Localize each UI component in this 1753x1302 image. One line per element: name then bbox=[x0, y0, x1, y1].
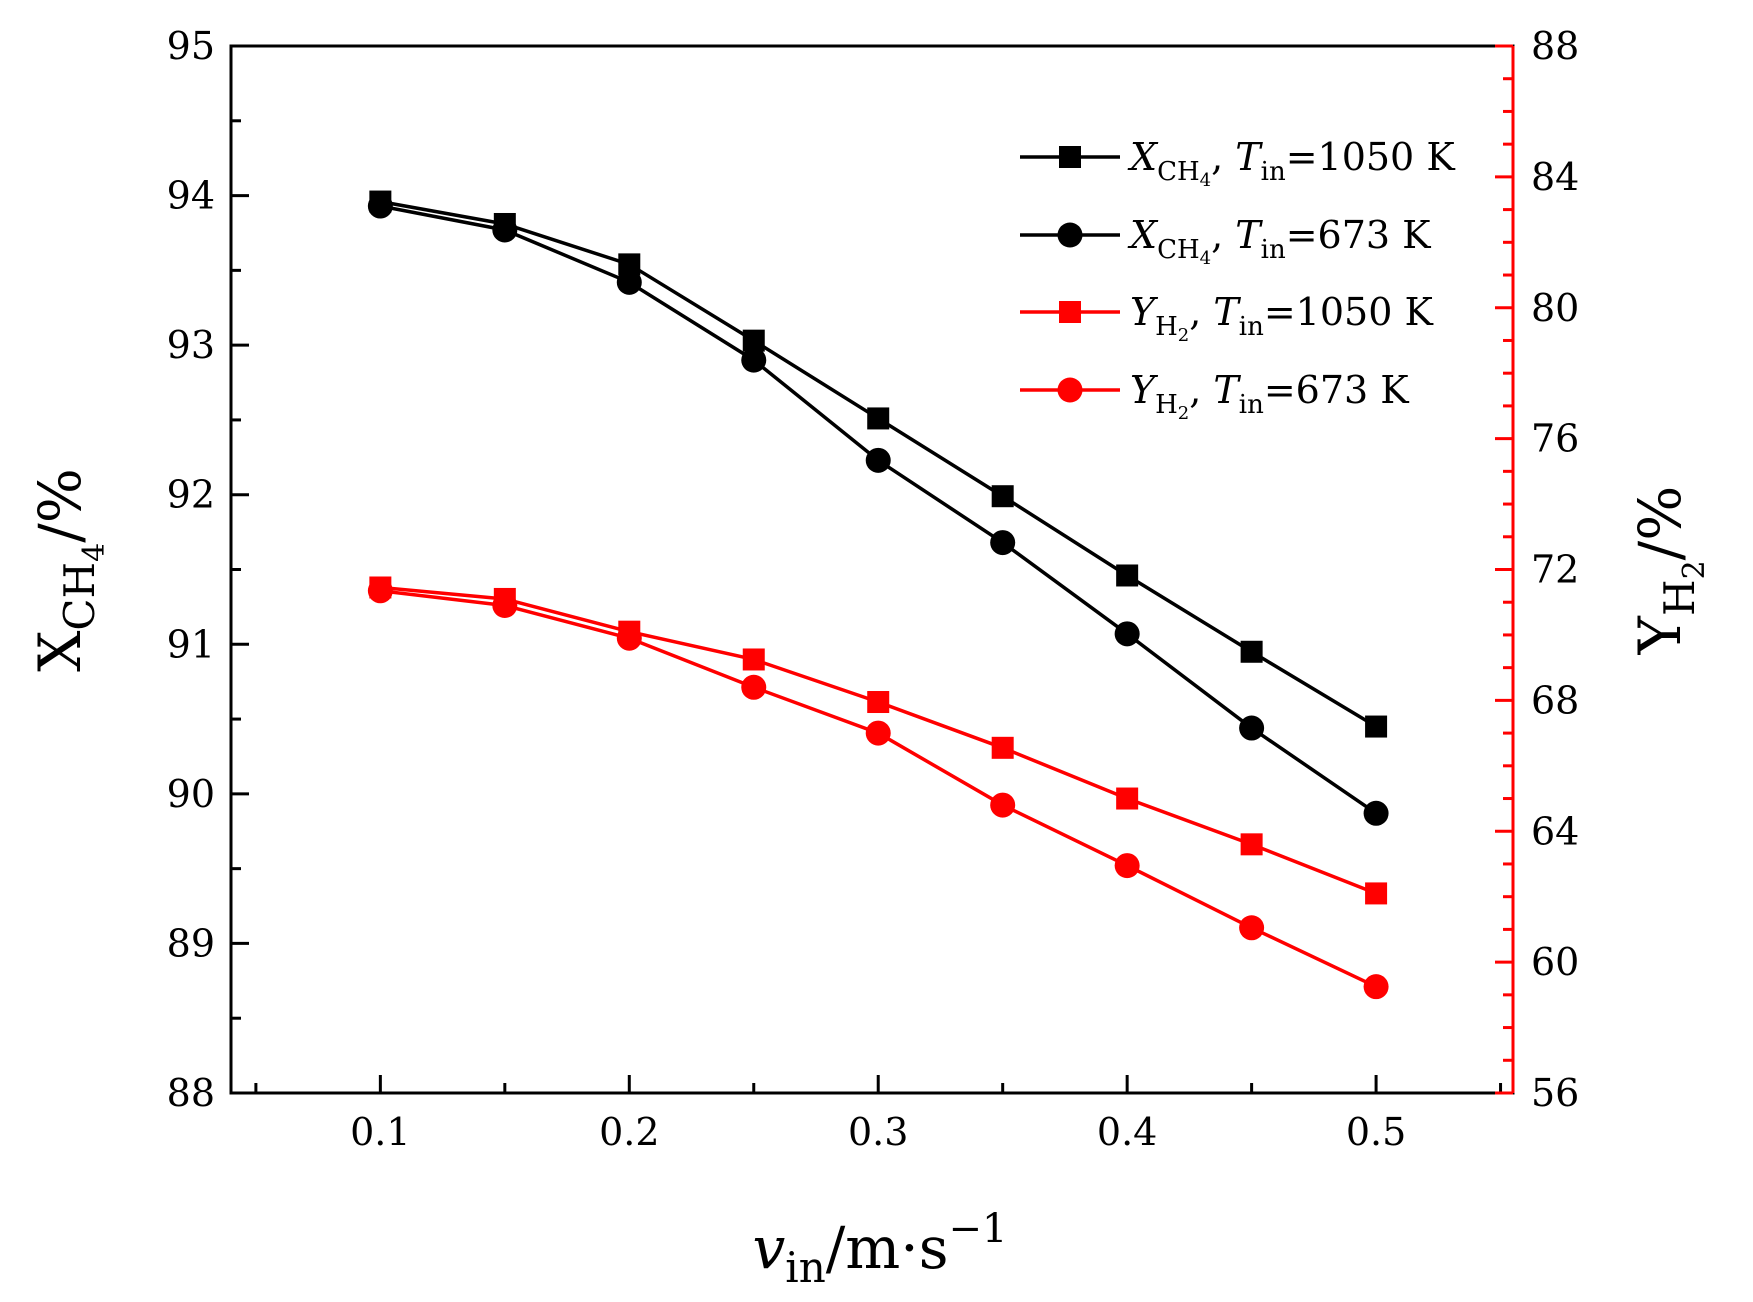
y-left-tick-label: 93 bbox=[167, 323, 215, 367]
y-left-tick-label: 89 bbox=[167, 921, 215, 965]
data-point bbox=[492, 217, 518, 243]
data-point bbox=[991, 736, 1014, 759]
x-tick-label: 0.1 bbox=[350, 1110, 410, 1154]
x-tick-label: 0.4 bbox=[1097, 1110, 1157, 1154]
data-point bbox=[742, 648, 765, 671]
data-point bbox=[1116, 787, 1139, 810]
y-right-tick-label: 56 bbox=[1531, 1071, 1579, 1115]
data-point bbox=[991, 485, 1014, 508]
data-point bbox=[492, 592, 518, 618]
data-point bbox=[1363, 800, 1389, 826]
x-tick-label: 0.2 bbox=[599, 1110, 659, 1154]
y-right-tick-label: 64 bbox=[1531, 809, 1579, 853]
data-point bbox=[990, 792, 1016, 818]
legend-item: XCH4, Tin=673 K bbox=[1020, 213, 1431, 269]
legend-label: YH2, Tin=1050 K bbox=[1130, 290, 1433, 346]
data-point bbox=[1116, 564, 1139, 587]
data-point bbox=[865, 447, 891, 473]
data-point bbox=[741, 674, 767, 700]
data-point bbox=[741, 347, 767, 373]
data-point bbox=[742, 329, 765, 352]
series-line bbox=[380, 589, 1377, 989]
data-point bbox=[867, 691, 890, 714]
y-axis-left-label: XCH4/% bbox=[26, 468, 112, 672]
data-point bbox=[1365, 882, 1388, 905]
x-tick-label: 0.5 bbox=[1346, 1110, 1406, 1154]
legend-marker bbox=[1057, 222, 1083, 248]
y-left-tick-label: 92 bbox=[167, 473, 215, 517]
data-point bbox=[867, 407, 890, 430]
legend-marker bbox=[1059, 301, 1081, 323]
y-right-tick-label: 76 bbox=[1531, 417, 1579, 461]
data-point bbox=[616, 625, 642, 651]
series-2 bbox=[367, 193, 1389, 826]
data-point bbox=[1114, 853, 1140, 879]
y-left-tick-label: 95 bbox=[167, 24, 215, 68]
legend-marker bbox=[1059, 146, 1081, 168]
y-axis-right-label: YH2/% bbox=[1626, 486, 1712, 656]
data-point bbox=[616, 269, 642, 295]
data-point bbox=[1114, 621, 1140, 647]
data-point bbox=[1363, 974, 1389, 1000]
legend-item: XCH4, Tin=1050 K bbox=[1020, 135, 1455, 191]
x-axis-label: vin/m·s−1 bbox=[753, 1206, 1008, 1292]
data-point bbox=[1239, 915, 1265, 941]
legend-label: XCH4, Tin=1050 K bbox=[1127, 135, 1455, 191]
plot-frame bbox=[229, 44, 1515, 1095]
y-right-tick-label: 84 bbox=[1531, 155, 1579, 199]
data-point bbox=[367, 578, 393, 604]
y-right-tick-label: 72 bbox=[1531, 548, 1579, 592]
y-left-tick-label: 91 bbox=[167, 622, 215, 666]
legend-label: XCH4, Tin=673 K bbox=[1127, 213, 1431, 269]
data-point bbox=[990, 530, 1016, 556]
data-point bbox=[1239, 715, 1265, 741]
y-left-tick-label: 88 bbox=[167, 1071, 215, 1115]
y-left-tick-label: 94 bbox=[167, 174, 215, 218]
legend-label: YH2, Tin=673 K bbox=[1130, 368, 1409, 424]
data-point bbox=[1365, 715, 1388, 738]
data-point bbox=[1240, 640, 1263, 663]
data-point bbox=[1240, 833, 1263, 856]
data-point bbox=[618, 253, 641, 276]
series-4 bbox=[367, 578, 1389, 1000]
y-right-tick-label: 88 bbox=[1531, 24, 1579, 68]
data-point bbox=[865, 720, 891, 746]
legend-marker bbox=[1057, 377, 1083, 403]
y-right-tick-label: 68 bbox=[1531, 678, 1579, 722]
y-right-tick-label: 60 bbox=[1531, 940, 1579, 984]
y-left-tick-label: 90 bbox=[167, 772, 215, 816]
y-right-tick-label: 80 bbox=[1531, 286, 1579, 330]
legend-item: YH2, Tin=673 K bbox=[1020, 368, 1409, 424]
data-point bbox=[367, 193, 393, 219]
x-tick-label: 0.3 bbox=[848, 1110, 908, 1154]
legend-item: YH2, Tin=1050 K bbox=[1020, 290, 1433, 346]
